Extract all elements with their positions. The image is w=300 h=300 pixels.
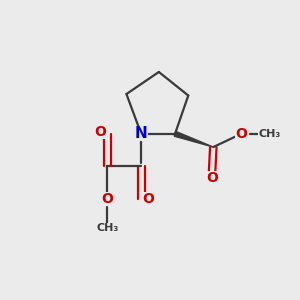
Text: O: O <box>94 125 106 139</box>
Text: O: O <box>235 127 247 141</box>
Text: O: O <box>142 192 154 206</box>
Text: N: N <box>135 126 148 141</box>
Polygon shape <box>174 131 213 147</box>
Text: O: O <box>206 171 218 185</box>
Text: CH₃: CH₃ <box>96 223 118 233</box>
Text: O: O <box>101 192 113 206</box>
Text: CH₃: CH₃ <box>258 129 280 139</box>
